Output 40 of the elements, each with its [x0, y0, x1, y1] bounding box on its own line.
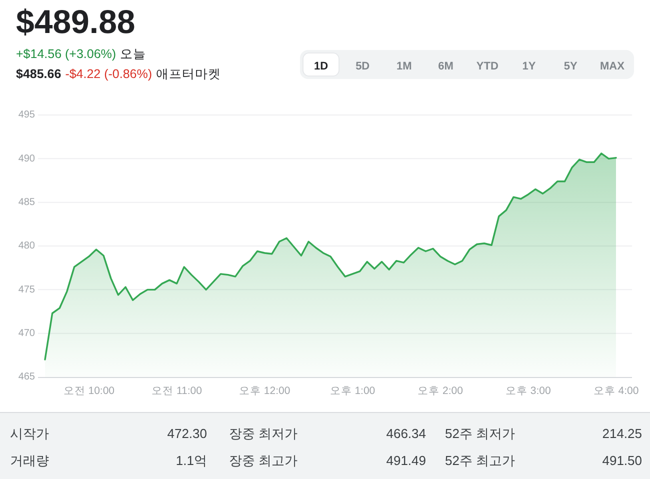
label: 5D	[356, 60, 370, 72]
annotation: 491.49	[386, 453, 426, 468]
annotation: 1.1억	[176, 453, 207, 468]
annotation: 52주 최저가	[445, 426, 516, 441]
annotation: 장중 최고가	[229, 453, 298, 468]
annotation: +$14.56 (+3.06%)	[16, 47, 116, 61]
x-tick-label: 오전 10:00	[63, 384, 115, 397]
annotation: 214.25	[602, 426, 642, 441]
x-tick-label: 오후 12:00	[239, 384, 290, 397]
annotation: 장중 최저가	[229, 426, 298, 441]
y-tick-label: 480	[18, 240, 35, 252]
annotation: 애프터마켓	[156, 67, 222, 81]
annotation: -$4.22 (-0.86%)	[65, 67, 152, 81]
x-tick-label: 오후 2:00	[418, 384, 463, 397]
annotation: 거래량	[10, 453, 49, 468]
annotation: 491.50	[602, 453, 642, 468]
annotation: 오늘	[120, 47, 146, 61]
annotation: 시작가	[10, 426, 49, 441]
label: YTD	[476, 60, 498, 72]
y-tick-label: 490	[18, 153, 35, 164]
y-tick-label: 485	[18, 196, 35, 208]
label: 1D	[314, 60, 328, 72]
annotation: 466.34	[386, 426, 426, 441]
x-tick-label: 오후 1:00	[330, 384, 376, 397]
label: 1M	[396, 60, 412, 72]
y-tick-label: 495	[18, 110, 35, 121]
annotation: 52주 최고가	[445, 453, 516, 468]
x-tick-label: 오후 4:00	[593, 384, 639, 397]
label: 6M	[438, 60, 454, 72]
y-tick-label: 465	[18, 372, 35, 383]
label: MAX	[600, 60, 624, 72]
label: 1Y	[522, 60, 536, 72]
annotation: $485.66	[16, 67, 62, 81]
y-tick-label: 470	[18, 328, 35, 339]
x-tick-label: 오후 3:00	[505, 384, 551, 397]
annotation: 472.30	[167, 426, 207, 441]
title: $489.88	[16, 3, 136, 40]
label: 5Y	[564, 60, 578, 72]
y-tick-label: 475	[18, 284, 35, 296]
x-tick-label: 오전 11:00	[152, 384, 202, 397]
